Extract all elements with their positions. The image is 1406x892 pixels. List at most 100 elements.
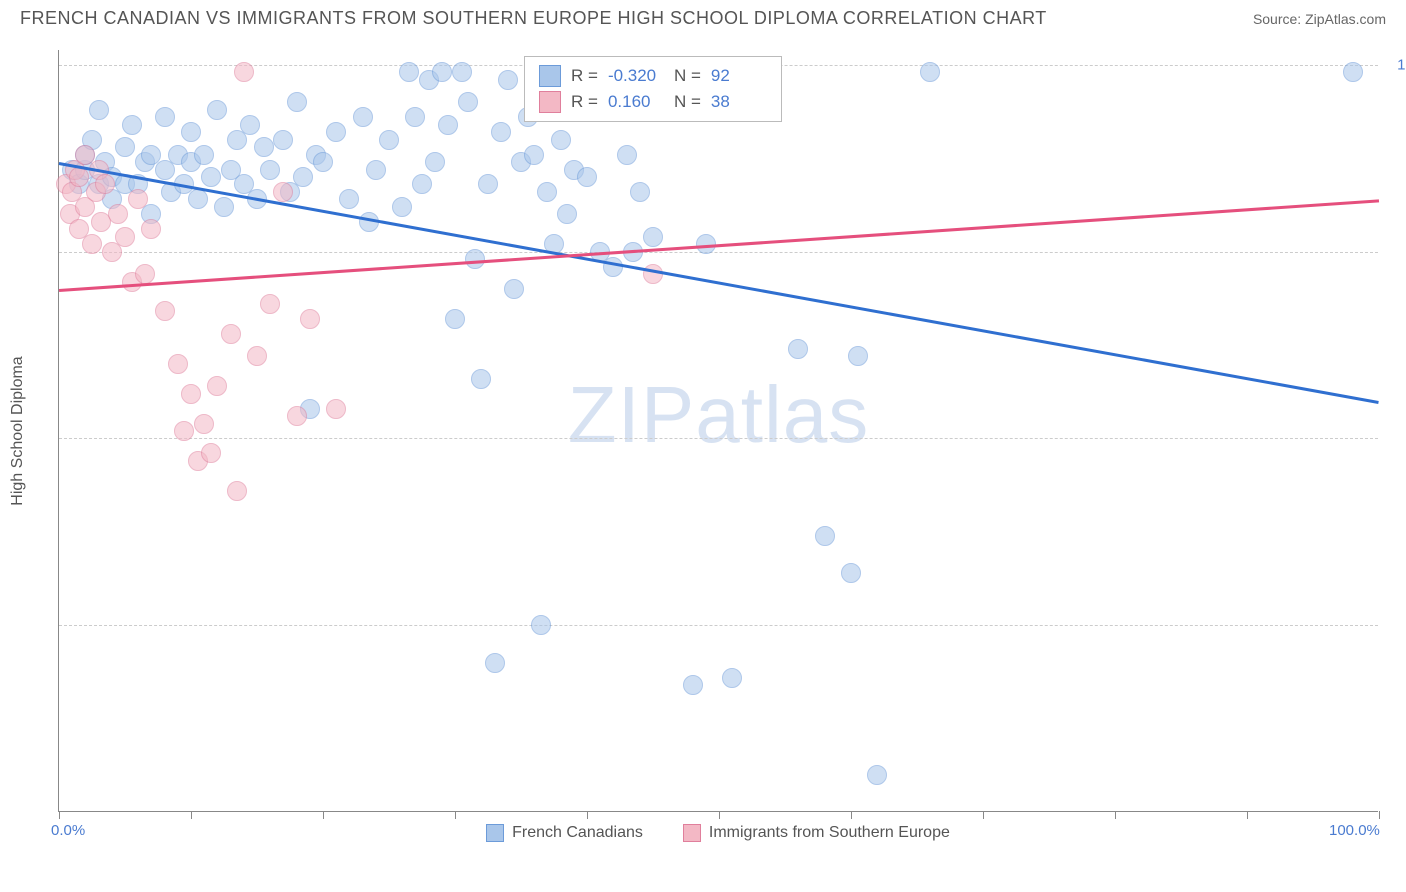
gridline: [59, 438, 1378, 439]
data-point: [339, 189, 359, 209]
trend-line: [59, 162, 1379, 404]
x-tick: [1115, 811, 1116, 819]
series-label: French Canadians: [512, 824, 643, 842]
r-label: R =: [571, 92, 598, 112]
data-point: [313, 152, 333, 172]
data-point: [214, 197, 234, 217]
data-point: [254, 137, 274, 157]
chart-area: ZIPatlas 62.5%75.0%87.5%100.0%0.0%100.0%…: [58, 50, 1378, 812]
data-point: [841, 563, 861, 583]
correlation-legend: R =-0.320N =92R =0.160N =38: [524, 56, 782, 122]
r-value: -0.320: [608, 66, 664, 86]
plot: ZIPatlas 62.5%75.0%87.5%100.0%0.0%100.0%: [58, 50, 1378, 812]
data-point: [379, 130, 399, 150]
series-legend-item: Immigrants from Southern Europe: [683, 824, 950, 842]
x-tick: [323, 811, 324, 819]
data-point: [392, 197, 412, 217]
data-point: [524, 145, 544, 165]
data-point: [412, 174, 432, 194]
watermark: ZIPatlas: [568, 369, 869, 461]
data-point: [155, 301, 175, 321]
data-point: [1343, 62, 1363, 82]
x-tick: [983, 811, 984, 819]
data-point: [207, 376, 227, 396]
data-point: [788, 339, 808, 359]
gridline: [59, 252, 1378, 253]
data-point: [247, 346, 267, 366]
chart-title: FRENCH CANADIAN VS IMMIGRANTS FROM SOUTH…: [20, 8, 1047, 29]
data-point: [260, 160, 280, 180]
data-point: [181, 384, 201, 404]
legend-swatch: [683, 824, 701, 842]
data-point: [353, 107, 373, 127]
data-point: [141, 219, 161, 239]
series-label: Immigrants from Southern Europe: [709, 824, 950, 842]
data-point: [122, 115, 142, 135]
data-point: [471, 369, 491, 389]
data-point: [399, 62, 419, 82]
data-point: [240, 115, 260, 135]
data-point: [557, 204, 577, 224]
legend-row: R =-0.320N =92: [539, 63, 767, 89]
data-point: [491, 122, 511, 142]
data-point: [504, 279, 524, 299]
data-point: [683, 675, 703, 695]
x-tick: [1247, 811, 1248, 819]
data-point: [227, 481, 247, 501]
data-point: [630, 182, 650, 202]
legend-swatch: [539, 91, 561, 113]
data-point: [603, 257, 623, 277]
x-tick: [191, 811, 192, 819]
data-point: [273, 130, 293, 150]
data-point: [438, 115, 458, 135]
source-label: Source: ZipAtlas.com: [1253, 11, 1386, 27]
y-tick-label: 100.0%: [1388, 56, 1406, 73]
data-point: [168, 354, 188, 374]
data-point: [920, 62, 940, 82]
x-tick: [587, 811, 588, 819]
data-point: [69, 167, 89, 187]
data-point: [115, 227, 135, 247]
gridline: [59, 625, 1378, 626]
data-point: [722, 668, 742, 688]
y-axis-title: High School Diploma: [9, 356, 27, 505]
legend-swatch: [539, 65, 561, 87]
data-point: [643, 264, 663, 284]
x-tick: [1379, 811, 1380, 819]
r-label: R =: [571, 66, 598, 86]
data-point: [181, 122, 201, 142]
data-point: [577, 167, 597, 187]
data-point: [293, 167, 313, 187]
trend-line: [59, 199, 1379, 291]
data-point: [108, 204, 128, 224]
data-point: [234, 62, 254, 82]
data-point: [326, 122, 346, 142]
data-point: [452, 62, 472, 82]
data-point: [115, 137, 135, 157]
series-legend: French Canadians Immigrants from Southern…: [58, 824, 1378, 842]
data-point: [82, 234, 102, 254]
data-point: [201, 167, 221, 187]
x-tick: [455, 811, 456, 819]
data-point: [848, 346, 868, 366]
data-point: [326, 399, 346, 419]
data-point: [465, 249, 485, 269]
legend-row: R =0.160N =38: [539, 89, 767, 115]
data-point: [95, 174, 115, 194]
data-point: [300, 309, 320, 329]
data-point: [366, 160, 386, 180]
x-tick: [59, 811, 60, 819]
data-point: [815, 526, 835, 546]
data-point: [617, 145, 637, 165]
data-point: [174, 421, 194, 441]
data-point: [531, 615, 551, 635]
data-point: [207, 100, 227, 120]
header: FRENCH CANADIAN VS IMMIGRANTS FROM SOUTH…: [0, 0, 1406, 33]
legend-swatch: [486, 824, 504, 842]
data-point: [537, 182, 557, 202]
data-point: [260, 294, 280, 314]
n-label: N =: [674, 66, 701, 86]
data-point: [287, 406, 307, 426]
n-label: N =: [674, 92, 701, 112]
data-point: [425, 152, 445, 172]
